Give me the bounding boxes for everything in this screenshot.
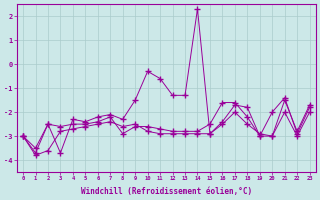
X-axis label: Windchill (Refroidissement éolien,°C): Windchill (Refroidissement éolien,°C) [81, 187, 252, 196]
